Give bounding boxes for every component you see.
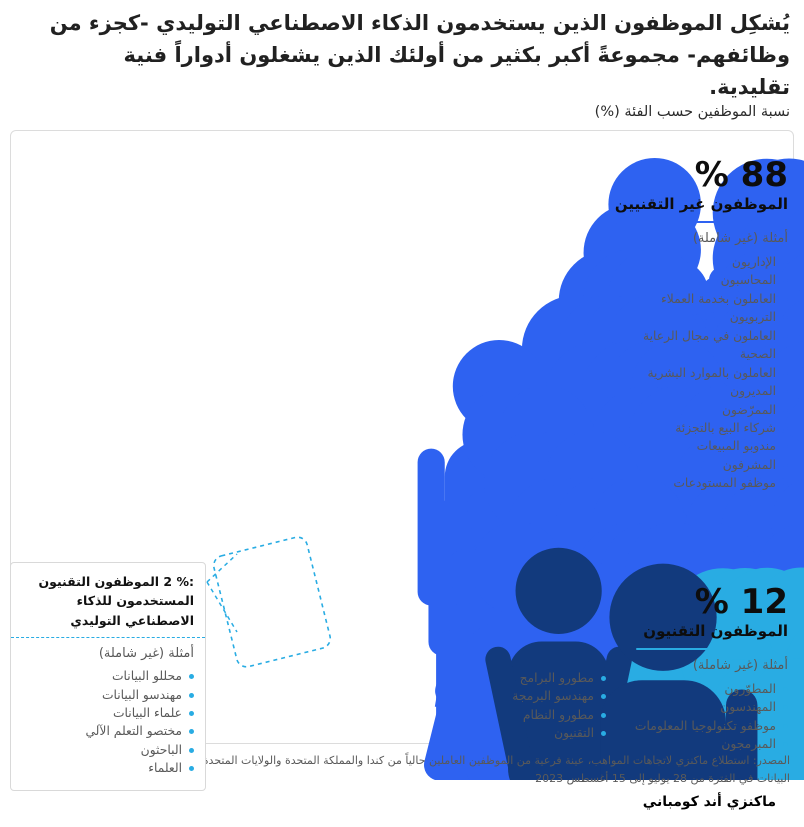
non-technical-underline [636, 220, 788, 223]
list-item: مهندسو البرمجة [488, 687, 606, 705]
list-item: التقنيون [488, 724, 606, 742]
bullet-icon [783, 389, 788, 395]
list-item: مطورو النظام [488, 706, 606, 724]
bullet-icon [189, 729, 194, 735]
bullet-icon [783, 425, 788, 431]
bullet-icon [783, 407, 788, 413]
list-item: موظفو تكنولوجيا المعلومات [612, 717, 788, 735]
mckinsey-logo: ماكنزي أند كومباني [642, 794, 776, 810]
genai-callout: 2 %: الموظفون التقنيون المستخدمون للذكاء… [10, 562, 206, 791]
examples-label: أمثلة (غير شاملة) [692, 658, 788, 673]
list-item: الباحثون [22, 741, 194, 759]
exhibit-title: يُشكِل الموظفون الذين يستخدمون الذكاء ال… [49, 11, 790, 99]
bullet-icon [189, 692, 194, 698]
technical-underline [636, 647, 788, 650]
callout-connector-line [206, 553, 238, 583]
technical-label: الموظفون التقنيون [643, 622, 788, 640]
list-item: الممرّضون [612, 401, 788, 419]
bullet-icon [189, 747, 194, 753]
list-item: المبرمجون [612, 735, 788, 753]
non-technical-examples-list: الإداريون المحاسبون العاملون بخدمة العملاء… [612, 253, 788, 493]
list-item: المطوّرون [612, 680, 788, 698]
list-item: المديرون [612, 382, 788, 400]
list-item: محللو البيانات [22, 667, 194, 685]
bullet-icon [783, 296, 788, 302]
bullet-icon [783, 705, 788, 711]
list-item: العاملون في مجال الرعاية الصحية [612, 327, 788, 364]
list-item: علماء البيانات [22, 704, 194, 722]
genai-callout-label: الموظفون التقنيون المستخدمون للذكاء الاص… [38, 574, 194, 628]
technical-examples-list: المطوّرون المهندسون موظفو تكنولوجيا المعلو… [612, 680, 788, 754]
list-item: المحاسبون [612, 271, 788, 289]
list-item: شركاء البيع بالتجزئة [612, 419, 788, 437]
technical-examples-secondary-column: مطورو البرامج مهندسو البرمجة مطورو النظام ا… [488, 669, 606, 743]
list-item: المهندسون [612, 698, 788, 716]
people-pictograph [206, 158, 804, 780]
bullet-icon [601, 694, 606, 700]
bullet-icon [601, 731, 606, 737]
technical-panel: % 12 الموظفون التقنيون أمثلة (غير شاملة)… [612, 585, 788, 754]
bullet-icon [601, 676, 606, 681]
list-item: مهندسو البيانات [22, 686, 194, 704]
bullet-icon [601, 712, 606, 718]
non-technical-label: الموظفون غير التقنيين [614, 195, 788, 213]
list-item: مندوبو المبيعات [612, 437, 788, 455]
genai-highlight-outline [212, 536, 332, 668]
list-item: التربويون [612, 308, 788, 326]
bullet-icon [783, 333, 788, 339]
bullet-icon [783, 481, 788, 487]
dashed-divider [11, 637, 205, 639]
technical-value: % 12 [694, 582, 788, 622]
bullet-icon [189, 674, 194, 680]
list-item: العاملون بخدمة العملاء [612, 290, 788, 308]
bullet-icon [783, 370, 788, 376]
bullet-icon [783, 444, 788, 450]
genai-examples-list: محللو البيانات مهندسو البيانات علماء البيا… [22, 667, 194, 778]
bullet-icon [783, 462, 788, 468]
examples-label: أمثلة (غير شاملة) [692, 231, 788, 246]
bullet-icon [189, 766, 194, 772]
list-item: العاملون بالموارد البشرية [612, 364, 788, 382]
bullet-icon [783, 723, 788, 729]
list-item: مختصو التعلم الآلي [22, 722, 194, 740]
genai-callout-title: 2 %: الموظفون التقنيون المستخدمون للذكاء… [22, 572, 194, 630]
bullet-icon [783, 260, 788, 265]
non-technical-value: % 88 [694, 155, 788, 195]
list-item: موظفو المستودعات [612, 474, 788, 492]
technical-examples-list-secondary: مطورو البرامج مهندسو البرمجة مطورو النظام ا… [488, 669, 606, 743]
non-technical-panel: % 88 الموظفون غير التقنيين أمثلة (غير شا… [612, 158, 788, 493]
bullet-icon [783, 315, 788, 321]
bullet-icon [783, 278, 788, 284]
examples-label: أمثلة (غير شاملة) [98, 646, 194, 662]
list-item: مطورو البرامج [488, 669, 606, 687]
bullet-icon [783, 742, 788, 748]
bullet-icon [189, 711, 194, 716]
callout-connector-line [206, 581, 238, 633]
chart-subtitle: نسبة الموظفين حسب الفئة (%) [594, 104, 790, 120]
genai-callout-value: 2 %: [163, 574, 194, 589]
list-item: العلماء [22, 759, 194, 777]
list-item: الإداريون [612, 253, 788, 271]
list-item: المشرفون [612, 456, 788, 474]
bullet-icon [783, 687, 788, 692]
